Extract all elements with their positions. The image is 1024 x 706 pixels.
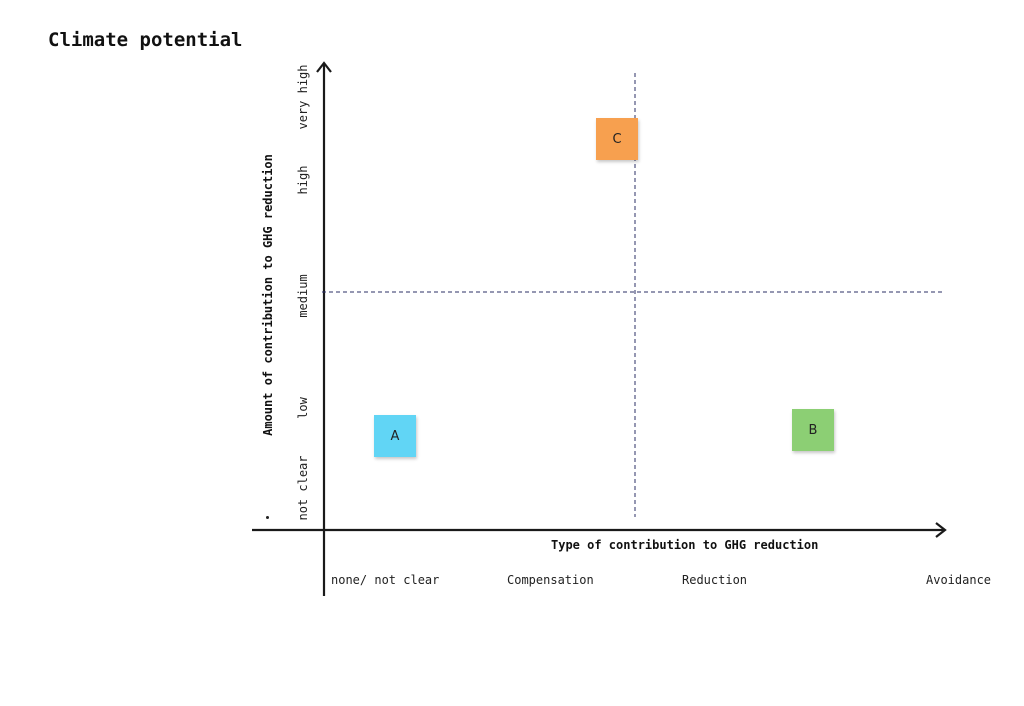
x-tick-avoidance: Avoidance	[926, 573, 992, 587]
x-axis-title: Type of contribution to GHG reduction	[551, 538, 819, 552]
x-tick-compensation: Compensation	[507, 573, 594, 587]
y-tick-medium: medium	[296, 274, 310, 318]
sticky-note-c-label: C	[612, 131, 622, 147]
y-axis-arrow	[316, 61, 332, 73]
sticky-note-a[interactable]: A	[374, 415, 416, 457]
y-axis-title: Amount of contribution to GHG reduction	[261, 154, 275, 436]
sticky-note-b-label: B	[808, 422, 818, 438]
x-tick-reduction: Reduction	[682, 573, 748, 587]
x-tick-none: none/ not clear	[331, 573, 440, 587]
y-tick-low: low	[296, 397, 310, 419]
sticky-note-b[interactable]: B	[792, 409, 834, 451]
y-tick-high: high	[296, 165, 310, 195]
stray-dot	[266, 516, 269, 519]
y-tick-very-high: very high	[296, 64, 310, 130]
x-axis-arrow	[935, 522, 947, 538]
sticky-note-a-label: A	[390, 428, 400, 444]
y-tick-not-clear: not clear	[296, 455, 310, 521]
sticky-note-c[interactable]: C	[596, 118, 638, 160]
page-title: Climate potential	[48, 29, 243, 51]
